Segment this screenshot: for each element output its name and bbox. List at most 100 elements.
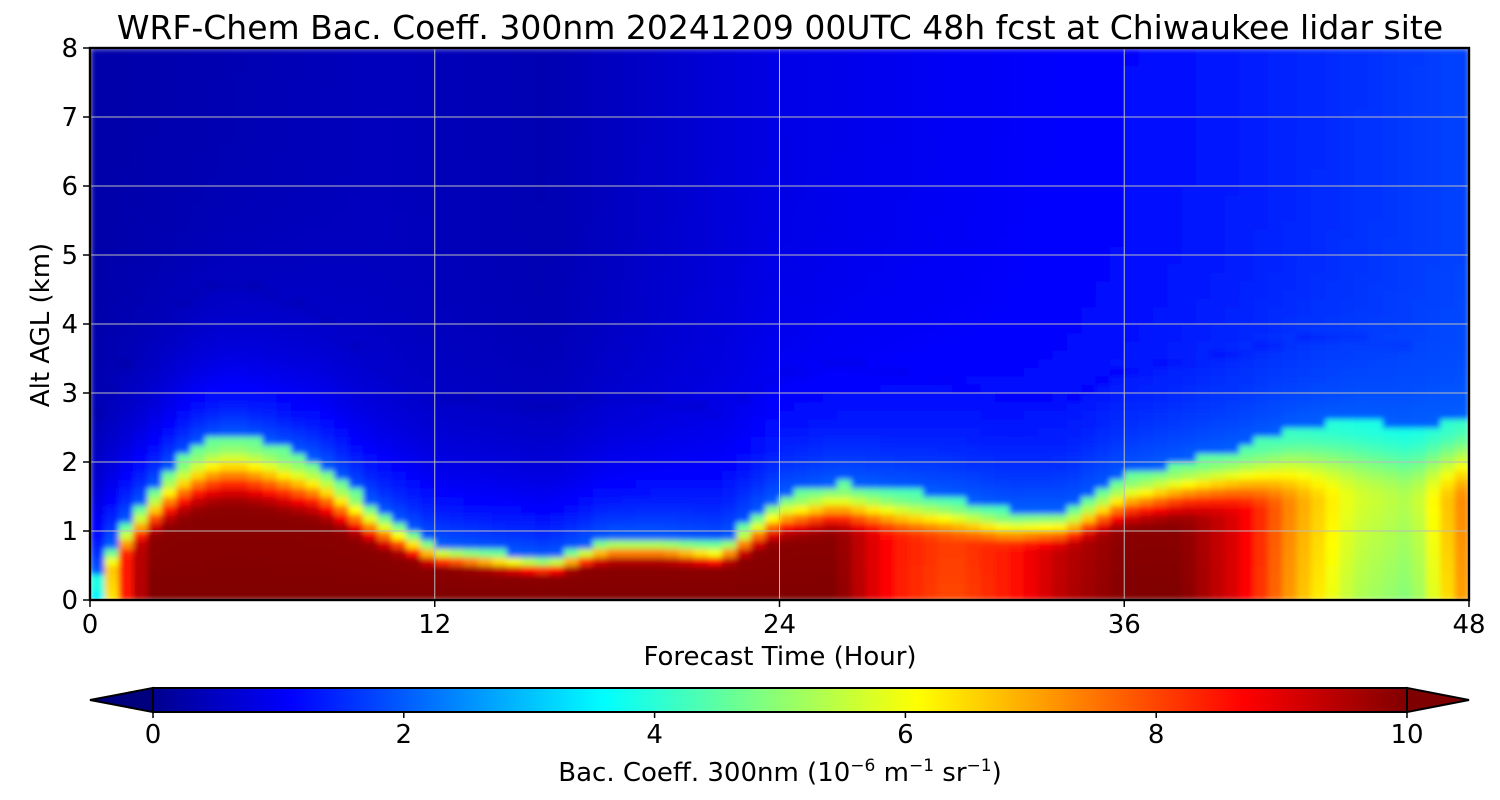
heatmap-cell xyxy=(1038,574,1054,584)
heatmap-cell xyxy=(1196,151,1212,161)
heatmap-cell xyxy=(1009,194,1025,204)
heatmap-cell xyxy=(994,272,1010,282)
heatmap-cell xyxy=(779,548,795,558)
heatmap-cell xyxy=(851,73,867,84)
heatmap-cell xyxy=(750,496,766,506)
heatmap-cell xyxy=(1109,427,1125,437)
heatmap-cell xyxy=(319,531,335,541)
heatmap-cell xyxy=(1196,444,1212,454)
heatmap-cell xyxy=(549,548,565,558)
heatmap-cell xyxy=(1038,229,1054,239)
heatmap-cell xyxy=(147,436,163,446)
heatmap-cell xyxy=(319,220,335,230)
heatmap-cell xyxy=(104,479,120,489)
heatmap-cell xyxy=(1066,168,1082,178)
heatmap-cell xyxy=(377,48,393,58)
heatmap-cell xyxy=(650,117,666,127)
heatmap-cell xyxy=(118,82,134,92)
heatmap-cell xyxy=(90,160,105,170)
heatmap-cell xyxy=(1196,186,1212,196)
heatmap-cell xyxy=(836,496,852,506)
heatmap-cell xyxy=(334,505,350,515)
heatmap-cell xyxy=(1124,220,1140,230)
heatmap-cell xyxy=(908,73,924,84)
heatmap-cell xyxy=(994,168,1010,178)
heatmap-cell xyxy=(564,531,579,541)
heatmap-cell xyxy=(118,393,134,403)
heatmap-cell xyxy=(1095,134,1111,144)
heatmap-cell xyxy=(736,522,752,532)
heatmap-cell xyxy=(908,384,924,394)
heatmap-cell xyxy=(880,125,896,135)
heatmap-cell xyxy=(190,315,206,325)
heatmap-cell xyxy=(319,125,335,135)
heatmap-cell xyxy=(650,272,666,282)
heatmap-cell xyxy=(90,522,105,532)
heatmap-cell xyxy=(951,565,967,575)
heatmap-cell xyxy=(506,505,522,515)
heatmap-cell xyxy=(578,332,594,342)
heatmap-cell xyxy=(1138,427,1154,437)
heatmap-cell xyxy=(1081,556,1097,567)
heatmap-cell xyxy=(836,211,852,222)
heatmap-cell xyxy=(1081,444,1097,454)
heatmap-cell xyxy=(578,91,594,101)
heatmap-cell xyxy=(822,298,838,308)
heatmap-cell xyxy=(204,410,220,420)
heatmap-cell xyxy=(664,203,680,213)
heatmap-cell xyxy=(650,591,666,600)
heatmap-cell xyxy=(966,332,982,342)
heatmap-cell xyxy=(233,255,249,265)
heatmap-cell xyxy=(836,591,852,600)
heatmap-cell xyxy=(1066,280,1082,291)
heatmap-cell xyxy=(161,315,177,325)
heatmap-cell xyxy=(133,410,149,420)
heatmap-cell xyxy=(966,56,982,66)
heatmap-cell xyxy=(779,410,795,420)
heatmap-cell xyxy=(492,556,508,567)
heatmap-cell xyxy=(592,574,608,584)
heatmap-cell xyxy=(994,211,1010,222)
heatmap-cell xyxy=(391,48,407,58)
heatmap-cell xyxy=(1196,367,1212,377)
heatmap-cell xyxy=(233,203,249,213)
heatmap-cell xyxy=(305,117,321,127)
heatmap-cell xyxy=(1152,591,1168,600)
heatmap-cell xyxy=(765,341,781,351)
heatmap-cell xyxy=(1181,539,1197,549)
heatmap-cell xyxy=(90,384,105,394)
heatmap-cell xyxy=(994,401,1010,411)
heatmap-cell xyxy=(219,99,235,109)
heatmap-cell xyxy=(564,548,579,558)
heatmap-cell xyxy=(190,160,206,170)
heatmap-cell xyxy=(233,591,249,600)
heatmap-cell xyxy=(722,315,737,325)
heatmap-cell xyxy=(1124,453,1140,463)
heatmap-cell xyxy=(664,384,680,394)
heatmap-cell xyxy=(621,306,637,316)
heatmap-cell xyxy=(621,82,637,92)
heatmap-cell xyxy=(377,591,393,600)
heatmap-cell xyxy=(463,548,479,558)
heatmap-cell xyxy=(951,513,967,523)
heatmap-cell xyxy=(736,272,752,282)
heatmap-cell xyxy=(1066,56,1082,66)
heatmap-cell xyxy=(348,186,364,196)
heatmap-cell xyxy=(908,220,924,230)
heatmap-cell xyxy=(1109,73,1125,84)
heatmap-cell xyxy=(535,582,551,592)
heatmap-cell xyxy=(836,194,852,204)
heatmap-cell xyxy=(1152,142,1168,153)
heatmap-cell xyxy=(1081,574,1097,584)
heatmap-cell xyxy=(204,556,220,567)
heatmap-cell xyxy=(204,444,220,454)
heatmap-cell xyxy=(592,513,608,523)
heatmap-cell xyxy=(966,427,982,437)
heatmap-cell xyxy=(865,177,881,187)
heatmap-cell xyxy=(104,255,120,265)
heatmap-cell xyxy=(176,548,192,558)
heatmap-cell xyxy=(1152,341,1168,351)
heatmap-cell xyxy=(104,418,120,429)
heatmap-cell xyxy=(549,255,565,265)
heatmap-cell xyxy=(865,237,881,247)
